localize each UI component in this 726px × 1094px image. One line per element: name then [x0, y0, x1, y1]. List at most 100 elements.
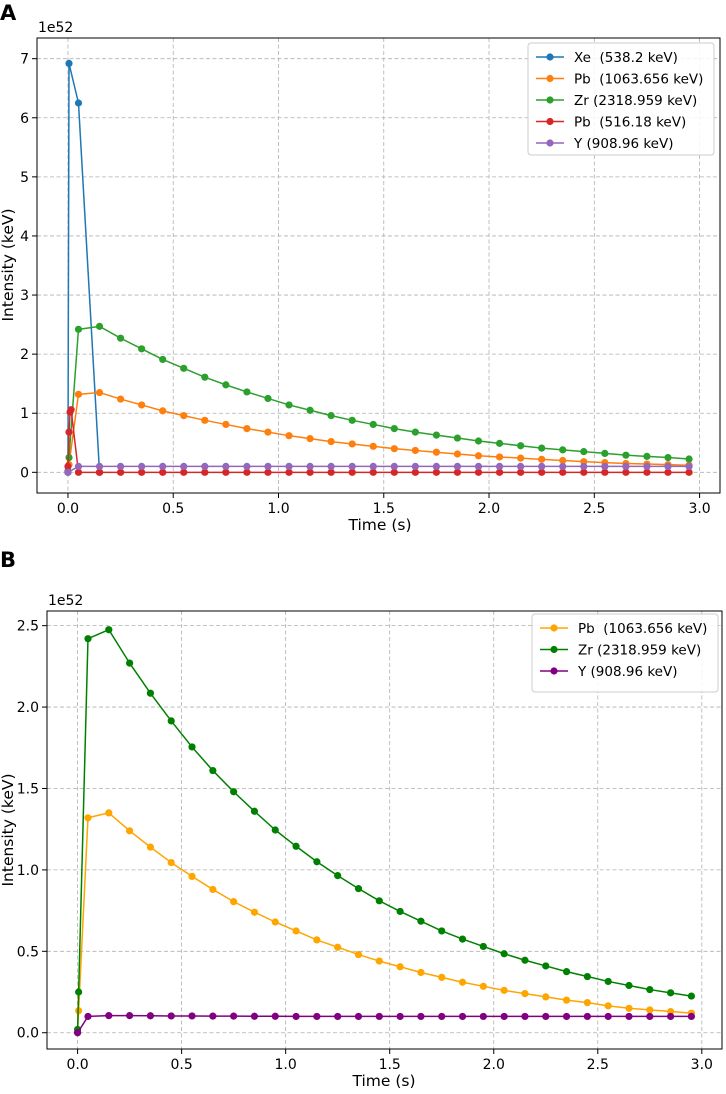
- data-point: [685, 468, 693, 476]
- legend-marker: [546, 96, 554, 104]
- data-point: [438, 973, 446, 981]
- data-point: [222, 381, 230, 389]
- data-point: [438, 1012, 446, 1021]
- data-point: [159, 468, 167, 476]
- y-tick-label: 3: [20, 288, 29, 304]
- data-point: [625, 981, 633, 990]
- data-point: [209, 885, 217, 894]
- y-tick-label: 7: [20, 52, 29, 68]
- data-point: [126, 1012, 134, 1020]
- y-axis-label: Intensity (keV): [0, 208, 17, 321]
- data-point: [188, 743, 196, 751]
- data-point: [209, 766, 217, 775]
- data-point: [250, 1012, 259, 1020]
- data-point: [84, 814, 92, 822]
- legend-marker: [546, 53, 554, 61]
- x-tick-label: 0.5: [170, 1057, 192, 1073]
- legend-marker: [550, 667, 558, 675]
- data-point: [95, 322, 104, 330]
- data-point: [625, 1012, 633, 1021]
- y-offset-text: 1e52: [48, 593, 83, 609]
- data-point: [369, 420, 377, 429]
- legend-label: Xe (538.2 keV): [574, 50, 678, 66]
- data-point: [138, 468, 146, 476]
- data-point: [292, 842, 300, 850]
- series-layer: [64, 59, 693, 476]
- series-line: [67, 408, 690, 474]
- y-tick-label: 6: [20, 111, 29, 127]
- data-point: [538, 444, 546, 452]
- data-point: [685, 455, 693, 463]
- data-point: [159, 355, 167, 364]
- data-point: [167, 858, 175, 867]
- data-point: [521, 990, 529, 998]
- data-point: [222, 468, 230, 476]
- data-point: [417, 917, 425, 925]
- y-tick-label: 1.0: [17, 863, 39, 879]
- data-point: [67, 406, 75, 414]
- data-point: [138, 401, 146, 409]
- data-point: [559, 468, 567, 476]
- data-point: [264, 468, 272, 476]
- data-point: [411, 446, 419, 455]
- panel-label: A: [0, 1, 17, 25]
- data-point: [159, 407, 167, 415]
- data-point: [74, 99, 83, 107]
- data-point: [664, 453, 672, 462]
- data-point: [601, 462, 609, 471]
- x-tick-label: 1.5: [373, 501, 395, 517]
- data-point: [438, 927, 446, 935]
- data-point: [264, 394, 272, 403]
- data-point: [538, 468, 546, 476]
- data-point: [285, 468, 293, 476]
- data-point: [517, 462, 525, 471]
- x-tick-label: 2.5: [587, 1057, 609, 1073]
- series-5: [64, 462, 693, 476]
- data-point: [604, 1012, 612, 1021]
- data-point: [201, 373, 209, 381]
- data-point: [417, 968, 425, 977]
- data-point: [474, 462, 483, 471]
- data-point: [243, 424, 251, 433]
- data-point: [375, 1012, 383, 1021]
- data-point: [74, 325, 83, 333]
- data-point: [390, 424, 398, 433]
- data-point: [396, 907, 404, 916]
- data-point: [313, 936, 321, 944]
- data-point: [222, 420, 230, 429]
- legend-box: [527, 42, 715, 156]
- data-point: [95, 388, 104, 397]
- data-point: [209, 1012, 217, 1020]
- data-point: [348, 468, 356, 476]
- data-point: [243, 468, 251, 476]
- data-point: [458, 935, 467, 943]
- data-point: [687, 1012, 696, 1021]
- series-line: [67, 62, 101, 473]
- data-point: [126, 827, 134, 835]
- data-point: [84, 635, 92, 643]
- data-point: [348, 440, 356, 448]
- data-point: [230, 898, 238, 906]
- data-point: [180, 411, 188, 420]
- data-point: [559, 456, 567, 465]
- data-point: [65, 59, 73, 68]
- data-point: [105, 626, 113, 634]
- legend-marker: [546, 74, 554, 83]
- legend-items: Pb (1063.656 keV) Zr (2318.959 keV) Y (908…: [540, 621, 707, 680]
- data-point: [453, 434, 462, 442]
- series-line: [67, 325, 690, 473]
- data-point: [334, 1012, 342, 1021]
- data-point: [75, 988, 83, 996]
- data-point: [243, 388, 251, 396]
- data-point: [517, 468, 525, 476]
- data-point: [167, 1012, 175, 1020]
- data-point: [180, 468, 188, 476]
- data-point: [306, 435, 314, 443]
- legend-marker: [550, 645, 558, 654]
- data-point: [396, 1012, 404, 1021]
- data-point: [521, 956, 529, 964]
- legend: Xe (538.2 keV) Pb (1063.656 keV) Zr (2318.…: [527, 42, 715, 156]
- data-point: [604, 977, 612, 986]
- data-point: [622, 451, 630, 459]
